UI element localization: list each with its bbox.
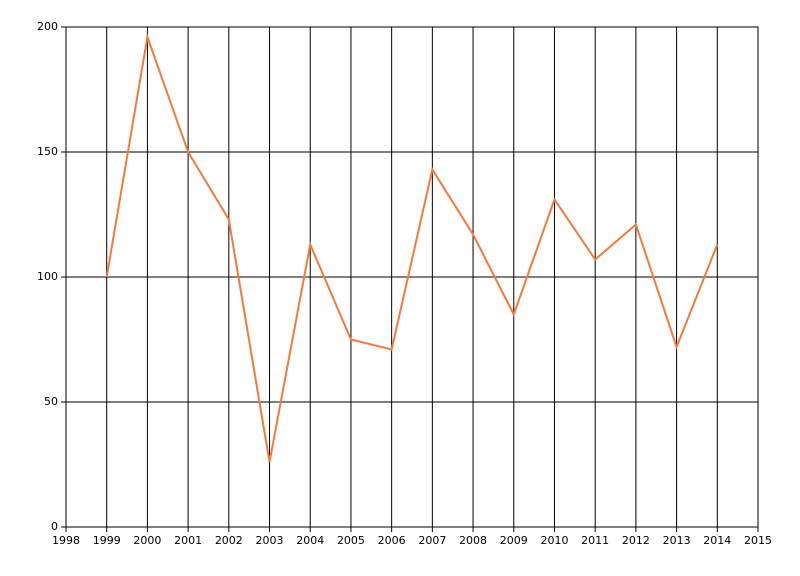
- x-tick-label: 2013: [663, 534, 691, 547]
- x-tick-label: 2015: [744, 534, 772, 547]
- x-tick-label: 2009: [500, 534, 528, 547]
- y-tick-label: 100: [37, 270, 58, 283]
- x-tick-label: 2010: [540, 534, 568, 547]
- y-tick-label: 150: [37, 145, 58, 158]
- x-tick-label: 2003: [256, 534, 284, 547]
- x-tick-label: 2011: [581, 534, 609, 547]
- x-tick-label: 2008: [459, 534, 487, 547]
- x-tick-label: 1998: [52, 534, 80, 547]
- x-tick-label: 2000: [133, 534, 161, 547]
- x-tick-label: 2007: [418, 534, 446, 547]
- y-tick-label: 50: [44, 395, 58, 408]
- x-tick-label: 2012: [622, 534, 650, 547]
- x-tick-label: 2005: [337, 534, 365, 547]
- data-line: [105, 33, 719, 463]
- x-tick-label: 1999: [93, 534, 121, 547]
- x-tick-label: 2001: [174, 534, 202, 547]
- y-tick-label: 0: [51, 520, 58, 533]
- x-tick-label: 2014: [703, 534, 731, 547]
- plot-frame: [65, 26, 759, 528]
- x-tick-label: 2004: [296, 534, 324, 547]
- x-tick-label: 2006: [378, 534, 406, 547]
- y-tick-label: 200: [37, 20, 58, 33]
- x-tick-label: 2002: [215, 534, 243, 547]
